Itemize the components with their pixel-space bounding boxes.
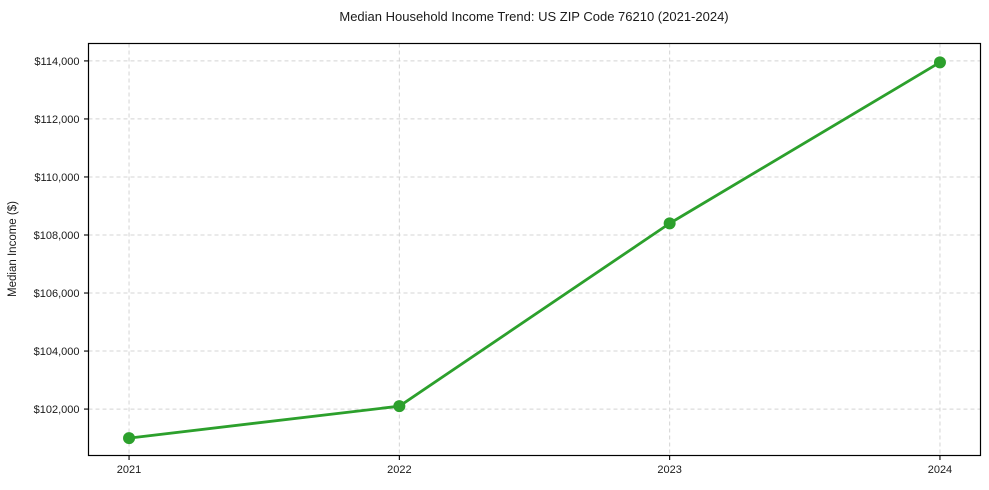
y-tick-label: $108,000 bbox=[34, 230, 80, 242]
x-tick-label: 2021 bbox=[117, 464, 141, 476]
y-tick-label: $110,000 bbox=[34, 172, 79, 184]
data-point-marker bbox=[663, 217, 676, 230]
gridlines-layer bbox=[88, 43, 981, 456]
y-tick-label: $106,000 bbox=[34, 288, 80, 300]
data-point-marker bbox=[933, 56, 946, 69]
y-tick-label: $112,000 bbox=[34, 114, 79, 126]
y-axis-label: Median Income ($) bbox=[7, 201, 19, 297]
x-tick-label: 2022 bbox=[387, 464, 411, 476]
y-tick-label: $104,000 bbox=[34, 346, 80, 358]
data-series-layer bbox=[123, 56, 946, 445]
chart-title: Median Household Income Trend: US ZIP Co… bbox=[339, 9, 728, 24]
data-point-marker bbox=[123, 432, 136, 445]
plot-border bbox=[87, 42, 982, 457]
income-trend-line bbox=[127, 60, 942, 440]
x-tick-label: 2024 bbox=[928, 464, 952, 476]
y-tick-label: $102,000 bbox=[34, 404, 80, 416]
y-tick-label: $114,000 bbox=[34, 56, 79, 68]
x-tick-label: 2023 bbox=[657, 464, 681, 476]
data-point-marker bbox=[393, 400, 406, 413]
axis-ticks-layer: 2021 2022 2023 2024 $102,000 $104,000 $106,000… bbox=[34, 56, 953, 476]
